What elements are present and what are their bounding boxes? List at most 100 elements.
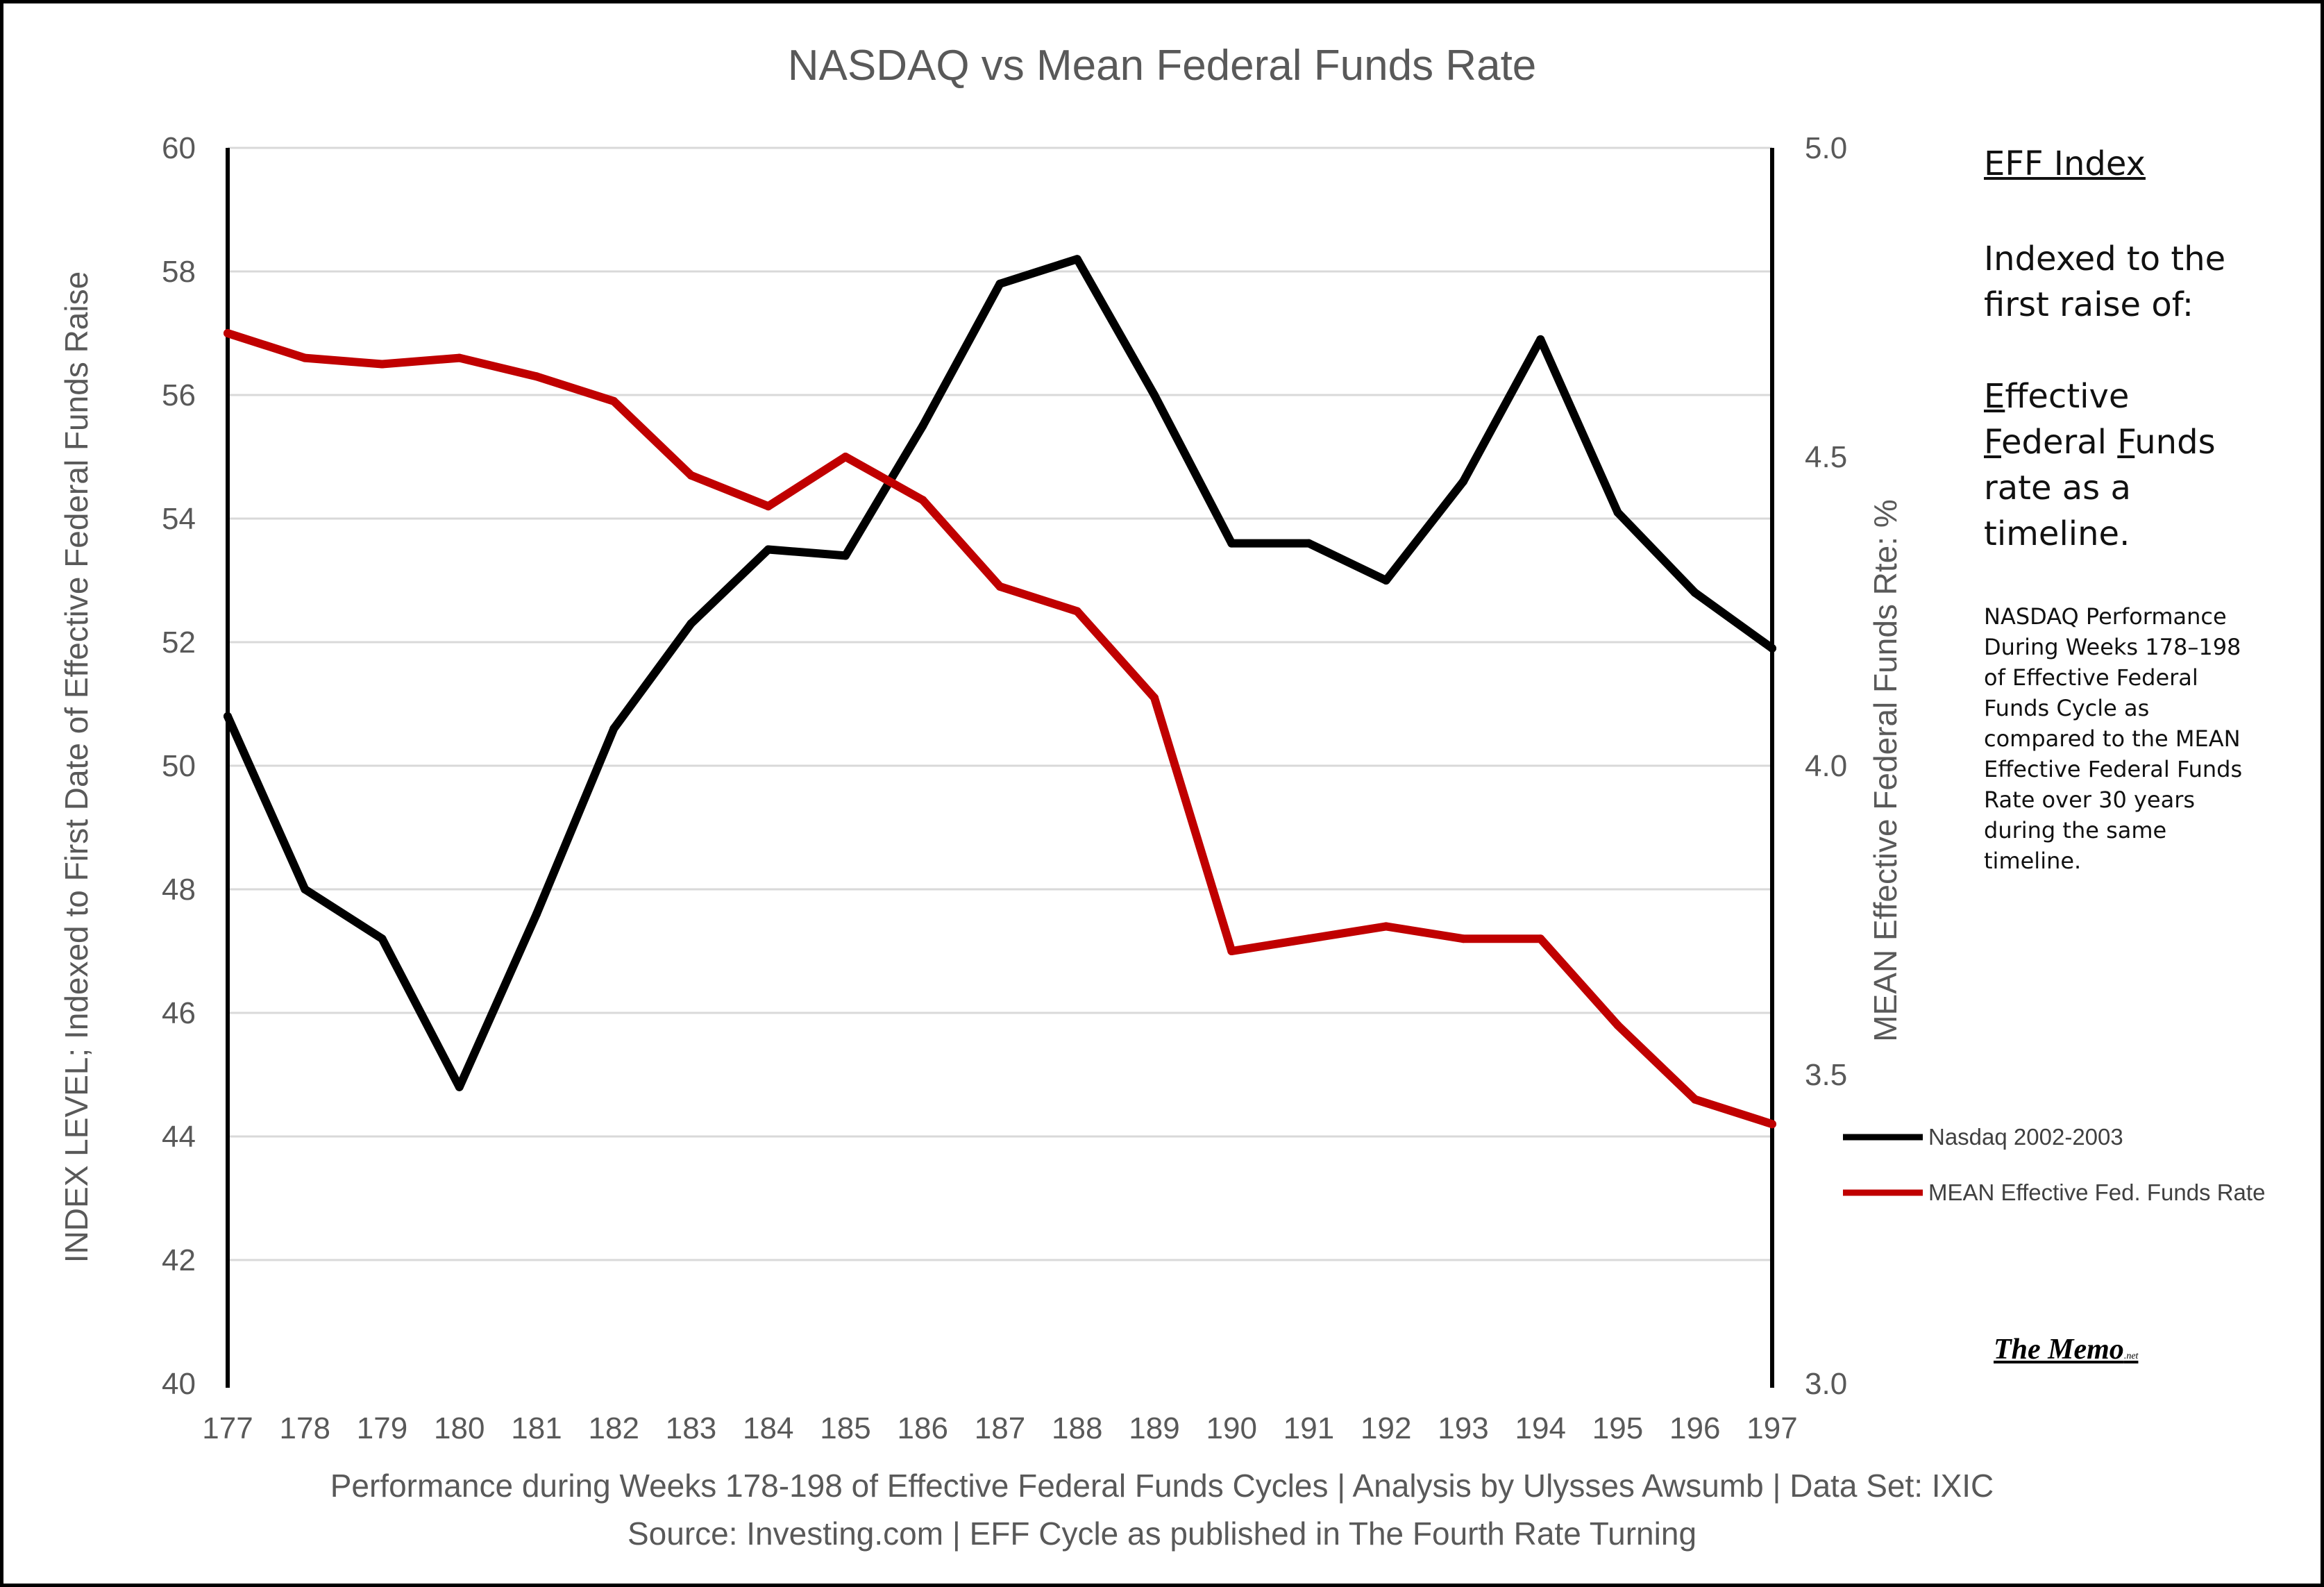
x-tick-label: 196: [1669, 1411, 1720, 1445]
eff-point: [1768, 1120, 1776, 1129]
right-tick-label: 3.5: [1805, 1058, 1847, 1092]
left-axis-ticks: 40 42 44 46 48 50 52 54 56 58 60: [162, 131, 196, 1401]
right-tick-label: 3.0: [1805, 1367, 1847, 1401]
left-tick-label: 52: [162, 625, 196, 660]
eff-point: [609, 396, 618, 405]
x-tick-label: 186: [898, 1411, 948, 1445]
x-tick-label: 178: [280, 1411, 330, 1445]
chart-title: NASDAQ vs Mean Federal Funds Rate: [788, 42, 1537, 90]
eff-point: [687, 471, 696, 480]
x-tick-label: 185: [820, 1411, 870, 1445]
side-p2-rest-1: ffective: [2005, 377, 2130, 416]
nasdaq-point: [1613, 508, 1622, 517]
x-tick-label: 180: [434, 1411, 485, 1445]
nasdaq-point: [455, 1082, 464, 1091]
left-tick-label: 42: [162, 1243, 196, 1277]
x-tick-label: 189: [1129, 1411, 1179, 1445]
right-axis-ticks: 3.0 3.5 4.0 4.5 5.0: [1805, 131, 1847, 1401]
footer-line-1: Performance during Weeks 178-198 of Effe…: [330, 1468, 1994, 1504]
right-axis-label: MEAN Effective Federal Funds Rte: %: [1867, 499, 1903, 1041]
nasdaq-point: [532, 909, 541, 918]
x-tick-label: 184: [743, 1411, 793, 1445]
eff-point: [224, 329, 232, 337]
side-paragraph-2: Effective Federal Funds rate as a timeli…: [1984, 373, 2275, 557]
legend-label-nasdaq: Nasdaq 2002-2003: [1928, 1124, 2123, 1150]
series-layer: [224, 255, 1776, 1129]
nasdaq-point: [1768, 644, 1776, 653]
axes: [226, 148, 1774, 1388]
eff-point: [378, 360, 387, 369]
side-paragraph-1: Indexed to the first raise of:: [1984, 236, 2275, 328]
legend-label-eff: MEAN Effective Fed. Funds Rate: [1928, 1179, 2265, 1205]
eff-point: [995, 582, 1004, 591]
left-tick-label: 48: [162, 873, 196, 907]
nasdaq-point: [918, 421, 927, 430]
eff-point: [841, 453, 850, 461]
right-tick-label: 4.0: [1805, 749, 1847, 783]
eff-point: [918, 496, 927, 505]
x-tick-label: 197: [1746, 1411, 1797, 1445]
eff-point: [1536, 934, 1545, 943]
left-tick-label: 58: [162, 255, 196, 289]
left-tick-label: 46: [162, 996, 196, 1030]
left-tick-label: 60: [162, 131, 196, 165]
x-tick-label: 187: [975, 1411, 1025, 1445]
side-p2-initial-f2: F: [2117, 423, 2135, 462]
side-p2-line1: Effective: [1984, 373, 2275, 419]
nasdaq-point: [687, 619, 696, 628]
gridlines: [228, 146, 1772, 1261]
side-heading: EFF Index: [1984, 144, 2146, 183]
eff-point: [532, 372, 541, 381]
side-p1-line2: first raise of:: [1984, 285, 2194, 324]
x-tick-label: 195: [1592, 1411, 1643, 1445]
x-tick-label: 177: [202, 1411, 253, 1445]
eff-point: [764, 502, 773, 511]
left-tick-label: 56: [162, 378, 196, 412]
side-p2-line2: Federal Funds: [1984, 419, 2275, 465]
side-p2-rest-3: unds: [2134, 423, 2216, 462]
nasdaq-point: [378, 934, 387, 943]
x-tick-label: 182: [589, 1411, 639, 1445]
brand-name: The Memo: [1994, 1334, 2124, 1366]
side-p2-rest-2: ederal: [2001, 423, 2118, 462]
nasdaq-point: [1459, 477, 1467, 486]
eff-point: [1613, 1021, 1622, 1030]
nasdaq-point: [1072, 255, 1081, 264]
x-axis-ticks: 177 178 179 180 181 182 183 184 185 186 187 188 189 1…: [202, 1411, 1797, 1445]
x-tick-label: 188: [1052, 1411, 1102, 1445]
x-tick-label: 193: [1438, 1411, 1488, 1445]
brand-logo: The Memo.net: [1994, 1333, 2138, 1366]
nasdaq-point: [995, 279, 1004, 288]
left-axis-label: INDEX LEVEL; Indexed to First Date of Ef…: [58, 271, 94, 1263]
eff-point: [1072, 607, 1081, 616]
nasdaq-point: [609, 724, 618, 733]
nasdaq-point: [1150, 391, 1159, 399]
eff-point: [1690, 1095, 1699, 1104]
eff-point: [1381, 922, 1390, 931]
x-tick-label: 179: [357, 1411, 407, 1445]
eff-point: [1459, 934, 1467, 943]
x-tick-label: 194: [1515, 1411, 1566, 1445]
eff-point: [1304, 934, 1313, 943]
side-p2-line4: timeline.: [1984, 514, 2130, 553]
side-paragraph-3: NASDAQ Performance During Weeks 178–198 …: [1984, 603, 2243, 874]
series-line-nasdaq: [224, 255, 1776, 1091]
nasdaq-point: [1536, 335, 1545, 344]
nasdaq-point: [764, 545, 773, 554]
nasdaq-point: [1304, 539, 1313, 548]
eff-point: [1150, 694, 1159, 703]
nasdaq-point: [841, 551, 850, 560]
left-tick-label: 54: [162, 502, 196, 536]
left-tick-label: 44: [162, 1120, 196, 1154]
nasdaq-point: [1381, 576, 1390, 585]
eff-point: [301, 353, 310, 362]
side-p2-initial-e: E: [1984, 377, 2005, 416]
side-p1-line1: Indexed to the: [1984, 240, 2226, 278]
nasdaq-point: [1690, 588, 1699, 597]
eff-point: [1227, 947, 1236, 955]
right-tick-label: 4.5: [1805, 440, 1847, 474]
x-tick-label: 190: [1206, 1411, 1257, 1445]
side-p2-line3: rate as a: [1984, 469, 2131, 507]
